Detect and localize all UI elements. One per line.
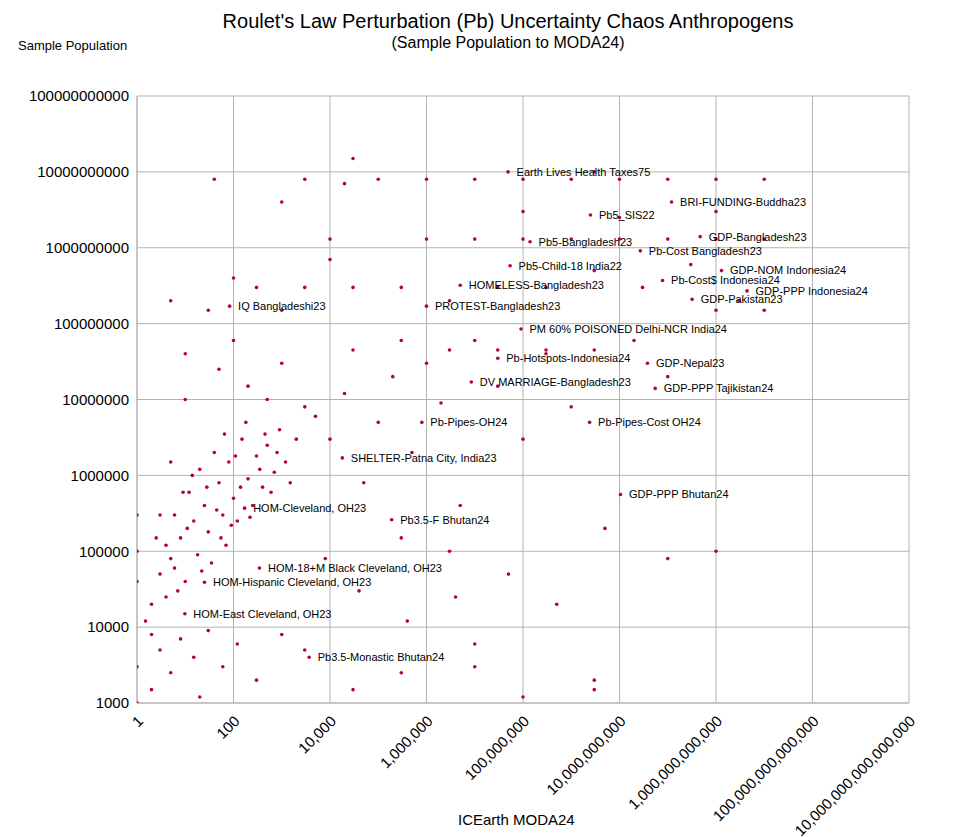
svg-text:Pb-Pipes-OH24: Pb-Pipes-OH24 — [430, 416, 507, 428]
svg-text:1: 1 — [128, 712, 146, 730]
svg-text:GDP-PPP Bhutan24: GDP-PPP Bhutan24 — [629, 488, 728, 500]
svg-text:Pb5-Child-18 India22: Pb5-Child-18 India22 — [519, 260, 622, 272]
svg-text:GDP-PPP Tajikistan24: GDP-PPP Tajikistan24 — [664, 382, 774, 394]
svg-text:IQ Bangladeshi23: IQ Bangladeshi23 — [238, 300, 325, 312]
svg-text:1000000: 1000000 — [71, 467, 129, 484]
svg-text:10000000: 10000000 — [62, 391, 129, 408]
svg-text:GDP-PPP Indonesia24: GDP-PPP Indonesia24 — [755, 284, 868, 297]
svg-text:Pb-Cost$ Indonesia24: Pb-Cost$ Indonesia24 — [671, 274, 780, 287]
svg-text:100: 100 — [213, 712, 243, 742]
svg-text:Pb5-Bangladesh23: Pb5-Bangladesh23 — [539, 236, 633, 248]
svg-text:Pb3.5-F Bhutan24: Pb3.5-F Bhutan24 — [400, 514, 489, 526]
svg-text:PM 60% POISONED Delhi-NCR Indi: PM 60% POISONED Delhi-NCR India24 — [530, 323, 727, 335]
html-text:Sample Population: Sample Population — [18, 38, 128, 53]
svg-text:100,000,000,000,000: 100,000,000,000,000 — [709, 712, 821, 824]
svg-text:BRI-FUNDING-Buddha23: BRI-FUNDING-Buddha23 — [680, 196, 806, 208]
html-text:ICEarth MODA24: ICEarth MODA24 — [458, 811, 575, 828]
svg-text:PROTEST-Bangladesh23: PROTEST-Bangladesh23 — [435, 300, 560, 312]
svg-text:SHELTER-Patna City, India23: SHELTER-Patna City, India23 — [351, 452, 497, 464]
svg-text:GDP-Pakistan23: GDP-Pakistan23 — [701, 293, 783, 305]
svg-text:10000: 10000 — [87, 618, 129, 635]
svg-text:Pb-Pipes-Cost OH24: Pb-Pipes-Cost OH24 — [598, 416, 701, 428]
svg-text:GDP-NOM Indonesia24: GDP-NOM Indonesia24 — [730, 264, 847, 277]
svg-text:100000000000: 100000000000 — [29, 87, 129, 104]
svg-text:Earth Lives Health Taxes75: Earth Lives Health Taxes75 — [517, 166, 651, 178]
svg-text:HOM-Cleveland, OH23: HOM-Cleveland, OH23 — [253, 502, 366, 514]
svg-text:1,000,000: 1,000,000 — [376, 712, 435, 771]
svg-text:10000000000: 10000000000 — [37, 163, 129, 180]
svg-text:Pb-Hotspots-Indonesia24: Pb-Hotspots-Indonesia24 — [506, 352, 630, 364]
svg-text:Pb3.5-Monastic Bhutan24: Pb3.5-Monastic Bhutan24 — [318, 651, 445, 663]
svg-text:DV MARRIAGE-Bangladesh23: DV MARRIAGE-Bangladesh23 — [480, 376, 631, 388]
svg-text:HOM-18+M Black Cleveland, OH23: HOM-18+M Black Cleveland, OH23 — [268, 562, 442, 574]
svg-text:100000: 100000 — [79, 543, 129, 560]
svg-text:Pb5_SIS22: Pb5_SIS22 — [599, 209, 655, 221]
svg-text:HOM-East Cleveland, OH23: HOM-East Cleveland, OH23 — [193, 608, 331, 620]
svg-text:GDP-Bangladesh23: GDP-Bangladesh23 — [709, 231, 807, 243]
svg-text:Pb-Cost Bangladesh23: Pb-Cost Bangladesh23 — [649, 245, 762, 257]
svg-text:HOM-Hispanic Cleveland, OH23: HOM-Hispanic Cleveland, OH23 — [213, 576, 371, 588]
html-text:Roulet's Law Perturbation (Pb): Roulet's Law Perturbation (Pb) Uncertain… — [222, 10, 794, 32]
svg-text:GDP-Nepal23: GDP-Nepal23 — [656, 357, 724, 369]
svg-text:1000: 1000 — [96, 694, 129, 711]
svg-text:1,000,000,000,000: 1,000,000,000,000 — [625, 712, 725, 812]
svg-text:10,000: 10,000 — [295, 712, 339, 756]
svg-text:100,000,000: 100,000,000 — [461, 712, 532, 783]
svg-text:100000000: 100000000 — [54, 315, 129, 332]
svg-text:1000000000: 1000000000 — [46, 239, 129, 256]
svg-text:10,000,000,000: 10,000,000,000 — [543, 712, 629, 798]
html-text:(Sample Population to MODA24): (Sample Population to MODA24) — [391, 34, 625, 51]
svg-text:HOMELESS-Bangladesh23: HOMELESS-Bangladesh23 — [469, 279, 604, 291]
svg-text:10,000,000,000,000,000: 10,000,000,000,000,000 — [791, 712, 918, 837]
